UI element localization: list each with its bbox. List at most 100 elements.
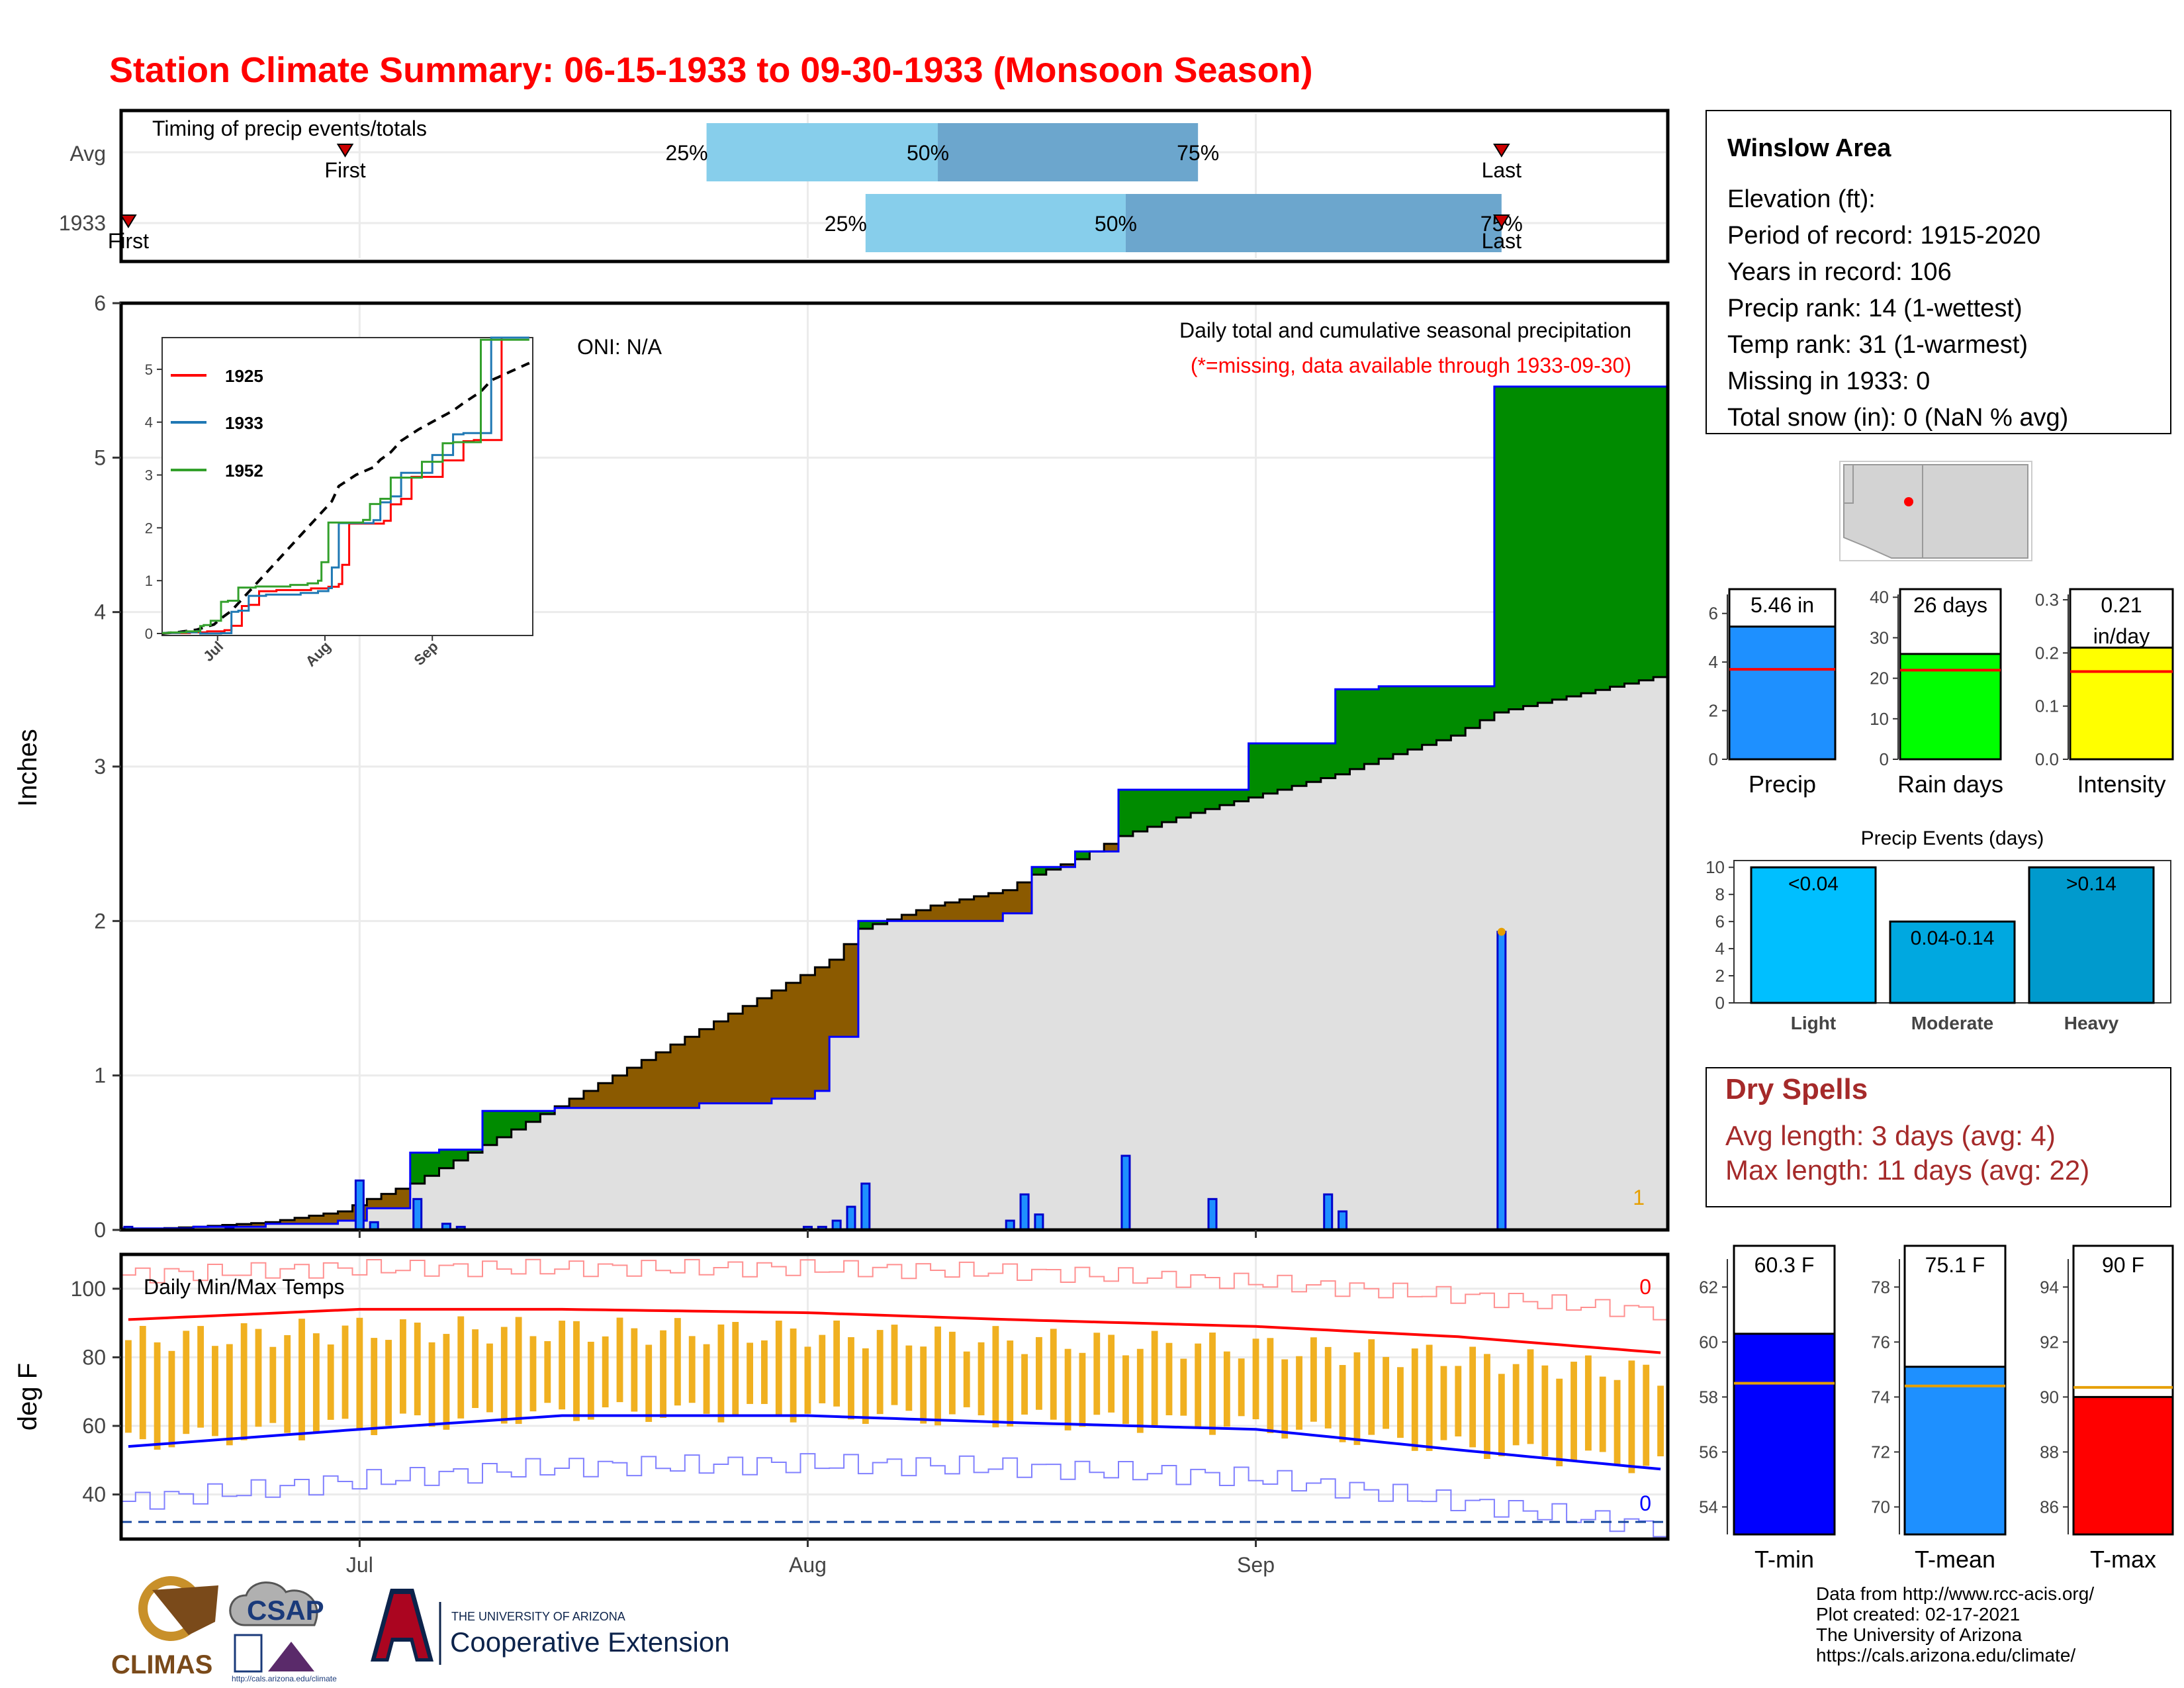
daily-temp-bar-13 bbox=[312, 1333, 320, 1433]
surplus-area-12 bbox=[1118, 387, 1668, 836]
date-x-axis: Jul Aug Sep bbox=[346, 1230, 1275, 1577]
daily-temp-bar-80 bbox=[1281, 1359, 1289, 1439]
oni-label: ONI: N/A bbox=[577, 335, 662, 359]
precip-y-tick-label-2: 2 bbox=[94, 909, 106, 933]
summary-bars: 0 2 4 6 5.46 in Precip 0 10 20 30 40 26 days Rain da… bbox=[1709, 587, 2174, 798]
average-max-temp-line bbox=[128, 1307, 1661, 1354]
summary-value-2: 0.21 bbox=[2101, 593, 2142, 617]
daily-temp-bar-21 bbox=[428, 1342, 435, 1427]
daily-temp-bar-98 bbox=[1541, 1365, 1549, 1457]
summary-tick-label-0-1: 2 bbox=[1709, 701, 1718, 721]
daily-temp-bar-83 bbox=[1324, 1346, 1332, 1429]
daily-precip-bar-08-05 bbox=[860, 1182, 871, 1231]
summary-tick-label-1-4: 40 bbox=[1870, 587, 1889, 607]
credit-url: https://cals.arizona.edu/climate/ bbox=[1816, 1645, 2075, 1665]
station-name: Winslow Area bbox=[1727, 134, 1891, 162]
daily-temp-bar-17 bbox=[371, 1338, 378, 1436]
daily-precip-bar-08-17 bbox=[1034, 1213, 1044, 1231]
daily-temp-bar-61 bbox=[1007, 1340, 1014, 1427]
daily-temp-bar-52 bbox=[876, 1330, 884, 1415]
daily-temp-bar-18 bbox=[385, 1340, 392, 1426]
daily-temp-bar-6 bbox=[212, 1346, 218, 1436]
temp-summary-bar-2 bbox=[2072, 1395, 2174, 1536]
station-line-precip-rank: Precip rank: 14 (1-wettest) bbox=[1727, 295, 2023, 322]
temp-summary-bar-1 bbox=[1903, 1366, 2007, 1536]
locator-map bbox=[1839, 461, 2032, 561]
timing-marker-first-y1933 bbox=[120, 214, 137, 228]
summary-tick-label-0-3: 6 bbox=[1709, 604, 1718, 624]
summary-tick-label-0-0: 0 bbox=[1709, 749, 1718, 769]
average-cumulative-line bbox=[121, 676, 1668, 1231]
credit-data-source: Data from http://www.rcc-acis.org/ bbox=[1816, 1583, 2094, 1604]
precip-legend-note: (*=missing, data available through 1933-… bbox=[1191, 353, 1631, 377]
events-label-heavy: Heavy bbox=[2064, 1013, 2119, 1033]
daily-temp-bar-25 bbox=[486, 1343, 493, 1413]
station-line-temp-rank: Temp rank: 31 (1-warmest) bbox=[1727, 331, 2028, 359]
daily-temp-bar-81 bbox=[1296, 1356, 1302, 1430]
temp-summary-tick-label-1-3: 76 bbox=[1871, 1332, 1890, 1352]
daily-temp-bar-79 bbox=[1267, 1338, 1274, 1434]
daily-temp-bar-66 bbox=[1079, 1352, 1086, 1427]
events-tick-label-1: 2 bbox=[1715, 966, 1725, 986]
summary-tick-label-1-0: 0 bbox=[1880, 749, 1889, 769]
deficit-area-5 bbox=[555, 944, 858, 1108]
temperature-summary-bars: 54 56 58 60 62 60.3 F T-min 70 72 74 76 78 75.1 F T-m… bbox=[1699, 1244, 2174, 1573]
temps-y-tick-label-0: 40 bbox=[82, 1483, 106, 1507]
date-x-tick-label-0: Jul bbox=[346, 1553, 373, 1577]
daily-temp-bar-59 bbox=[978, 1342, 985, 1416]
summary-bar-0 bbox=[1728, 626, 1837, 761]
timing-title: Timing of precip events/totals bbox=[152, 117, 427, 140]
temps-frame bbox=[119, 1252, 1670, 1541]
inset-legend-1952: 1952 bbox=[225, 461, 263, 481]
daily-temp-bar-44 bbox=[761, 1340, 768, 1404]
ua-block-a-inner bbox=[376, 1594, 428, 1658]
temps-y-tick-label-2: 80 bbox=[82, 1345, 106, 1369]
daily-temp-bar-86 bbox=[1368, 1339, 1375, 1435]
daily-temp-bar-20 bbox=[414, 1323, 421, 1416]
daily-temp-bar-100 bbox=[1570, 1362, 1577, 1462]
daily-temp-bar-105 bbox=[1643, 1364, 1650, 1466]
temps-panel: Daily Min/Max Temps 0 0 deg F 406080100 … bbox=[13, 1230, 1670, 1577]
events-value-heavy: >0.14 bbox=[2066, 873, 2116, 895]
csap-mountain-mark bbox=[268, 1642, 314, 1671]
daily-temp-bar-45 bbox=[775, 1321, 782, 1417]
summary-bar-1 bbox=[1899, 653, 2002, 761]
summary-tick-label-1-1: 10 bbox=[1870, 709, 1889, 729]
daily-temp-bar-65 bbox=[1064, 1348, 1071, 1430]
summary-value-0: 5.46 in bbox=[1751, 593, 1814, 617]
timing-bar-q2-avg bbox=[938, 123, 1199, 181]
daily-temp-bar-91 bbox=[1440, 1366, 1447, 1440]
daily-temp-bar-47 bbox=[804, 1346, 811, 1414]
daily-temp-bar-94 bbox=[1484, 1354, 1490, 1460]
daily-temp-bar-99 bbox=[1556, 1378, 1563, 1467]
ua-extension-text: Cooperative Extension bbox=[450, 1626, 730, 1658]
events-value-moderate: 0.04-0.14 bbox=[1911, 927, 1995, 949]
temps-count-bottom: 0 bbox=[1639, 1491, 1651, 1515]
temps-y-tick-label-3: 100 bbox=[71, 1277, 106, 1301]
daily-temp-bar-106 bbox=[1657, 1385, 1664, 1457]
events-label-light: Light bbox=[1791, 1013, 1836, 1033]
precip-y-tick-label-4: 4 bbox=[94, 600, 106, 624]
timing-label-50-y1933: 50% bbox=[1095, 212, 1137, 236]
timing-label-25-y1933: 25% bbox=[825, 212, 867, 236]
inset-y-tick-label-0: 0 bbox=[145, 626, 153, 642]
timing-panel: Timing of precip events/totals 25% 50% 75%… bbox=[59, 109, 1670, 263]
timing-marker-last-avg bbox=[1493, 144, 1510, 158]
daily-temp-bar-78 bbox=[1252, 1338, 1259, 1420]
temp-summary-tick-label-1-1: 72 bbox=[1871, 1442, 1890, 1462]
daily-temp-bar-11 bbox=[284, 1335, 291, 1433]
events-bar-moderate bbox=[1889, 920, 2016, 1004]
daily-temp-bar-96 bbox=[1512, 1364, 1520, 1446]
figure-title: Station Climate Summary: 06-15-1933 to 0… bbox=[109, 50, 1313, 90]
daily-temp-bar-24 bbox=[472, 1329, 479, 1409]
station-line-period: Period of record: 1915-2020 bbox=[1727, 222, 2040, 250]
inset-y-tick-label-2: 2 bbox=[145, 520, 153, 536]
temp-summary-value-0: 60.3 F bbox=[1754, 1253, 1815, 1277]
inset-legend: 1925 1933 1952 bbox=[171, 366, 263, 481]
surplus-area-6 bbox=[858, 921, 887, 929]
events-label-moderate: Moderate bbox=[1911, 1013, 1993, 1033]
daily-temp-bar-19 bbox=[399, 1319, 406, 1414]
daily-temp-bar-70 bbox=[1136, 1348, 1144, 1433]
daily-temp-bar-34 bbox=[616, 1317, 623, 1403]
daily-temp-bar-75 bbox=[1209, 1333, 1216, 1435]
